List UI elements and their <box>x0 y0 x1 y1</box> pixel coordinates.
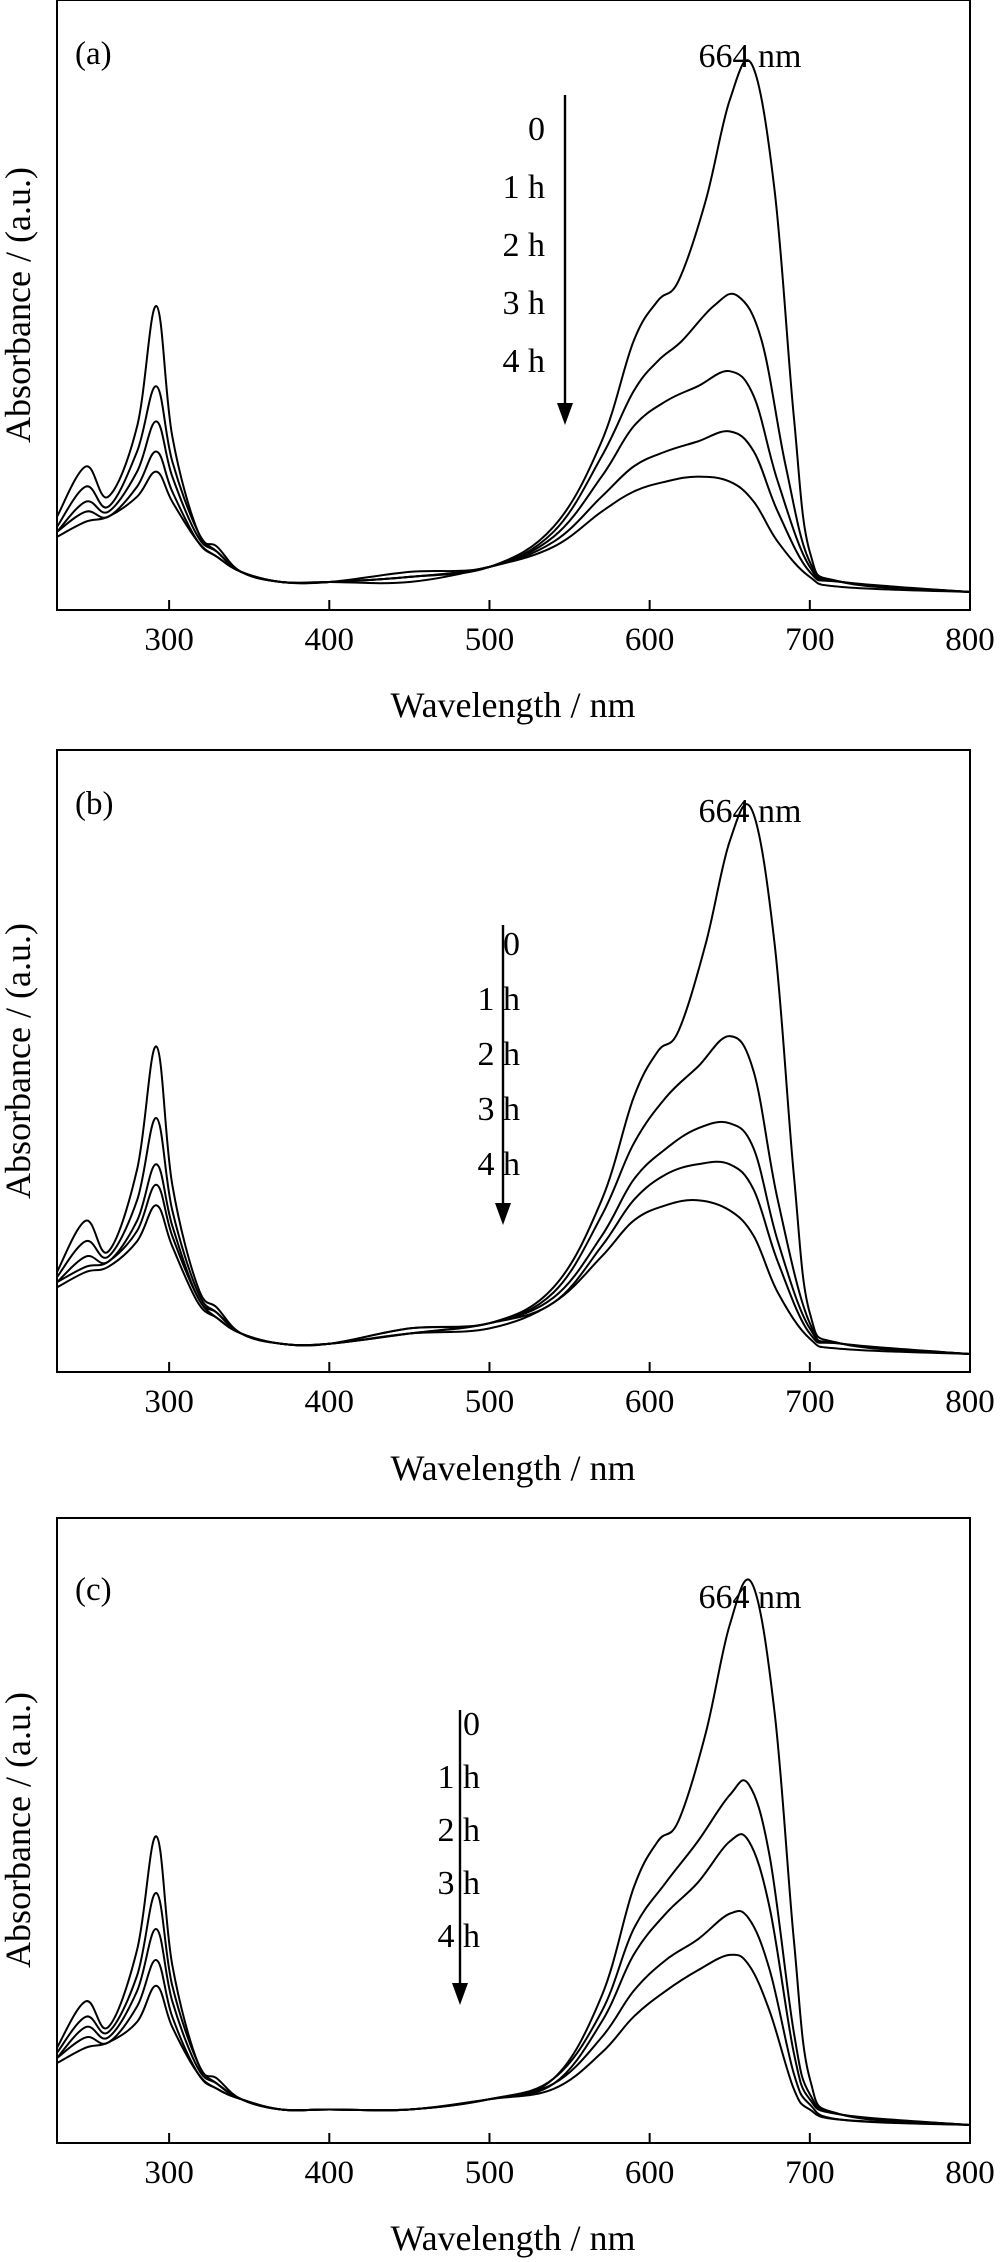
x-tick-label: 500 <box>465 622 515 658</box>
time-legend: 0 1 h 2 h 3 h 4 h <box>478 925 521 1225</box>
x-tick-label: 800 <box>945 2155 995 2191</box>
spectrum-curve-3 <box>56 1160 971 1355</box>
spectrum-curve-2 <box>56 1833 971 2126</box>
x-ticks: 300 400 500 600 700 800 <box>144 1362 995 1420</box>
spectrum-curve-0 <box>56 59 971 593</box>
x-tick-label: 300 <box>144 622 194 658</box>
spectrum-curve-3 <box>56 1909 971 2126</box>
time-arrow-head <box>495 1203 511 1225</box>
panel-a: (a) 664 nm 300 400 500 600 700 800 0 1 h 2 h 3 h… <box>0 0 995 725</box>
x-tick-label: 700 <box>785 1384 835 1420</box>
x-tick-label: 400 <box>305 622 355 658</box>
x-tick-label: 400 <box>305 2155 355 2191</box>
x-tick-label: 500 <box>465 1384 515 1420</box>
peak-annotation: 664 nm <box>699 1579 802 1616</box>
legend-entry: 2 h <box>478 1036 521 1073</box>
panel-c: (c) 664 nm 300 400 500 600 700 800 0 1 h 2 h 3 h… <box>0 1517 995 2258</box>
spectrum-curve-1 <box>56 1779 971 2126</box>
legend-entry: 0 <box>463 1706 480 1743</box>
legend-entry: 1 h <box>438 1759 481 1796</box>
legend-entry: 4 h <box>503 343 546 380</box>
time-legend: 0 1 h 2 h 3 h 4 h <box>503 95 573 425</box>
spectrum-curve-0 <box>56 1578 971 2126</box>
peak-annotation: 664 nm <box>699 38 802 75</box>
x-ticks: 300 400 500 600 700 800 <box>144 600 995 658</box>
peak-annotation: 664 nm <box>699 793 802 830</box>
legend-entry: 1 h <box>503 169 546 206</box>
legend-entry: 4 h <box>478 1146 521 1183</box>
x-ticks: 300 400 500 600 700 800 <box>144 2133 995 2191</box>
x-tick-label: 800 <box>945 1384 995 1420</box>
time-arrow-head <box>557 403 573 425</box>
time-legend: 0 1 h 2 h 3 h 4 h <box>438 1706 481 2005</box>
spectrum-curve-4 <box>56 1953 971 2126</box>
x-tick-label: 800 <box>945 622 995 658</box>
y-axis-label: Absorbance / (a.u.) <box>0 923 38 1199</box>
spectrum-curve-2 <box>56 370 971 593</box>
legend-entry: 3 h <box>438 1865 481 1902</box>
panel-label: (c) <box>75 1572 112 1608</box>
x-tick-label: 500 <box>465 2155 515 2191</box>
x-tick-label: 400 <box>305 1384 355 1420</box>
plot-frame <box>56 1517 971 2144</box>
x-axis-label: Wavelength / nm <box>390 1448 635 1488</box>
spectra-curves <box>56 59 971 593</box>
legend-entry: 2 h <box>438 1812 481 1849</box>
plot-frame <box>56 0 971 611</box>
x-tick-label: 700 <box>785 2155 835 2191</box>
x-axis-label: Wavelength / nm <box>390 685 635 725</box>
x-tick-label: 600 <box>625 2155 675 2191</box>
spectrum-curve-4 <box>56 470 971 593</box>
x-tick-label: 600 <box>625 622 675 658</box>
x-tick-label: 700 <box>785 622 835 658</box>
legend-entry: 3 h <box>478 1091 521 1128</box>
y-axis-label: Absorbance / (a.u.) <box>0 167 38 443</box>
legend-entry: 1 h <box>478 981 521 1018</box>
spectrum-curve-4 <box>56 1199 971 1355</box>
x-axis-label: Wavelength / nm <box>390 2218 635 2258</box>
spectrum-curve-1 <box>56 292 971 593</box>
y-axis-label: Absorbance / (a.u.) <box>0 1692 38 1968</box>
panel-b: (b) 664 nm 300 400 500 600 700 800 0 1 h 2 h 3 h… <box>0 749 995 1488</box>
spectrum-curve-0 <box>56 803 971 1355</box>
x-tick-label: 300 <box>144 1384 194 1420</box>
x-tick-label: 600 <box>625 1384 675 1420</box>
spectrum-curve-3 <box>56 430 971 593</box>
legend-entry: 2 h <box>503 227 546 264</box>
spectra-curves <box>56 803 971 1355</box>
spectra-curves <box>56 1578 971 2126</box>
x-tick-label: 300 <box>144 2155 194 2191</box>
panel-label: (b) <box>75 786 113 822</box>
legend-entry: 0 <box>528 111 545 148</box>
plot-frame <box>56 749 971 1373</box>
spectrum-curve-1 <box>56 1035 971 1355</box>
legend-entry: 0 <box>503 926 520 963</box>
time-arrow-head <box>452 1983 468 2005</box>
legend-entry: 4 h <box>438 1918 481 1955</box>
panel-label: (a) <box>75 36 112 72</box>
legend-entry: 3 h <box>503 285 546 322</box>
